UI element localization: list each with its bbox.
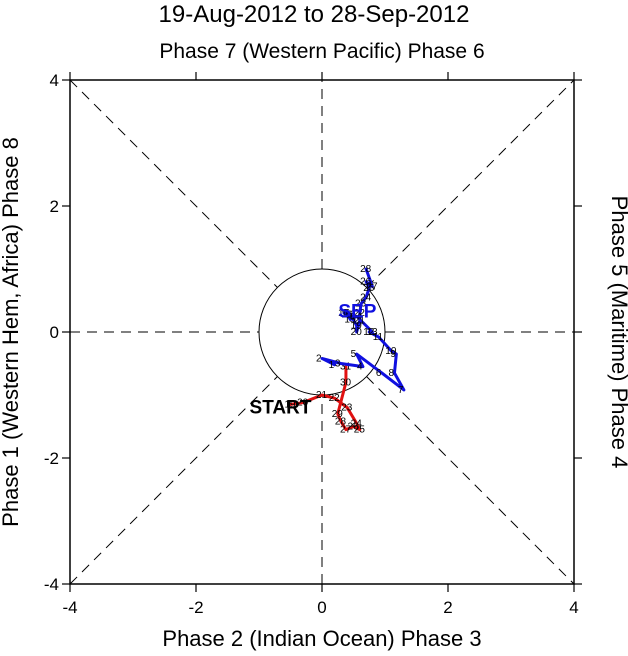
day-label: 30 — [340, 377, 352, 388]
day-label: 25 — [354, 425, 366, 436]
day-label: 21 — [354, 316, 366, 327]
day-label: 25 — [363, 283, 375, 294]
day-label: 28 — [360, 264, 372, 275]
day-label: 29 — [332, 409, 344, 420]
chart-title: 19-Aug-2012 to 28-Sep-2012 — [159, 1, 470, 28]
month-label: SEP — [338, 301, 376, 322]
day-label: 22 — [329, 393, 341, 404]
day-label: 26 — [360, 277, 372, 288]
y-axis-label-right: Phase 5 (Maritime) Phase 4 — [607, 196, 628, 469]
day-label: 16 — [341, 309, 353, 320]
day-label: 24 — [360, 292, 372, 303]
day-label: 27 — [366, 282, 378, 293]
day-label: 27 — [340, 425, 352, 436]
y-tick-label: -4 — [44, 575, 59, 594]
trajectory-labels: START SEP — [250, 301, 377, 418]
day-label: 13 — [366, 327, 378, 338]
phase-guide-line — [69, 376, 278, 585]
y-tick-label: 4 — [50, 71, 59, 90]
day-label: 6 — [376, 368, 382, 379]
y-tick-label: 0 — [50, 323, 59, 342]
x-tick-label: 2 — [443, 598, 452, 617]
y-tick-label: 2 — [50, 197, 59, 216]
day-label: 11 — [373, 332, 384, 343]
y-axis-label-left: Phase 1 (Western Hem, Africa) Phase 8 — [0, 137, 23, 527]
day-label: 20 — [351, 327, 363, 338]
day-label: 26 — [348, 422, 360, 433]
x-tick-label: 0 — [317, 598, 326, 617]
day-label: 19 — [285, 399, 297, 410]
day-label: 9 — [390, 349, 396, 360]
day-label: 3 — [335, 359, 341, 370]
day-label: 24 — [351, 418, 363, 429]
day-label: 14 — [351, 311, 363, 322]
day-label: 4 — [357, 362, 363, 373]
day-label: 7 — [398, 385, 404, 396]
day-label: 5 — [351, 349, 357, 360]
day-label: 28 — [335, 416, 347, 427]
phase-guide-line — [366, 79, 575, 288]
day-label: 23 — [341, 403, 353, 414]
day-label: 1 — [329, 360, 335, 371]
day-label: 19 — [351, 321, 363, 332]
day-label: 8 — [388, 368, 394, 379]
series-line-1 — [320, 267, 406, 392]
x-tick-label: 4 — [569, 598, 578, 617]
x-tick-label: -2 — [188, 598, 203, 617]
start-label: START — [250, 397, 312, 418]
x-tick-label: -4 — [62, 598, 77, 617]
day-label: 20 — [297, 398, 309, 409]
phase-guide-lines — [69, 79, 575, 585]
day-label: 17 — [338, 308, 350, 319]
series-line-0 — [289, 365, 362, 432]
chart-subtitle: Phase 7 (Western Pacific) Phase 6 — [159, 40, 484, 63]
day-label: 21 — [316, 390, 328, 401]
y-tick-label: -2 — [44, 449, 59, 468]
day-label: 15 — [344, 314, 356, 325]
day-label: 22 — [354, 308, 366, 319]
day-label: 31 — [340, 362, 352, 373]
day-label: 2 — [316, 353, 322, 364]
phase-guide-line — [366, 376, 575, 585]
day-label: 12 — [363, 327, 375, 338]
day-label: 18 — [344, 309, 356, 320]
phase-guide-line — [69, 79, 278, 288]
day-label: 10 — [385, 346, 397, 357]
day-label: 23 — [355, 299, 367, 310]
x-axis-label: Phase 2 (Indian Ocean) Phase 3 — [162, 626, 481, 651]
